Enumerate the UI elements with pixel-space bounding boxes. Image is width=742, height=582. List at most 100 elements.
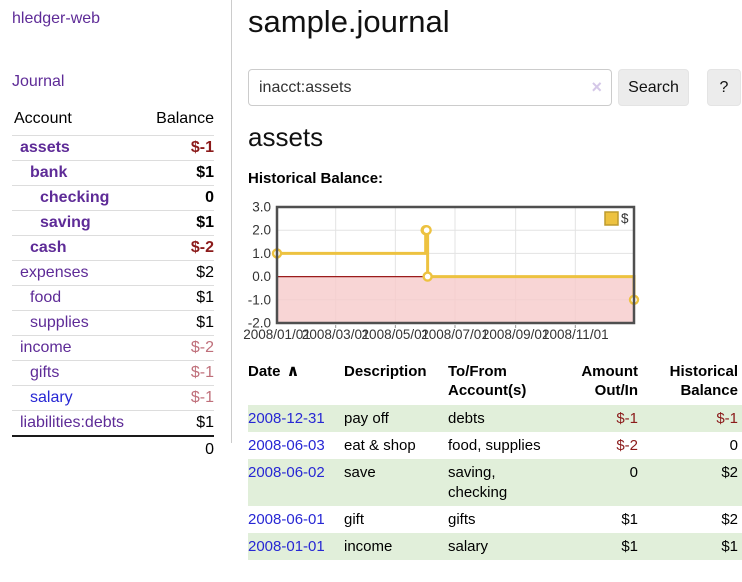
svg-text:2008/05/01: 2008/05/01 — [362, 327, 430, 342]
accounts-cell: salary — [448, 533, 560, 560]
account-column-header: Account — [14, 110, 72, 127]
account-link-salary[interactable]: salary — [30, 389, 73, 406]
balance-cell: $1 — [642, 533, 742, 560]
historical-balance-chart[interactable]: 3.0 2.0 1.0 0.0 -1.0 -2.0 2008/01/01 2008/03/01… — [240, 198, 642, 350]
balance-cell: 0 — [729, 437, 738, 454]
account-row: assets $-1 — [12, 135, 214, 160]
svg-text:-2.0: -2.0 — [248, 316, 271, 331]
main-content: sample.journal × Search ? assets Histori… — [243, 0, 742, 582]
description-cell: pay off — [344, 405, 448, 432]
balance-column-header: Historical Balance — [669, 363, 738, 399]
accounts-table: Account Balance assets $-1 bank $1 checking 0… — [12, 108, 214, 459]
account-row: bank $1 — [12, 160, 214, 185]
register-date-link[interactable]: 2008-12-31 — [248, 410, 325, 427]
balance-cell: $2 — [721, 511, 738, 528]
chart-title: Historical Balance: — [248, 170, 384, 187]
amount-cell: 0 — [560, 459, 642, 506]
account-link-food[interactable]: food — [30, 289, 62, 306]
account-row: income $-2 — [12, 335, 214, 360]
date-cell: 2008-12-31 — [248, 405, 344, 432]
account-link-checking[interactable]: checking — [40, 189, 110, 206]
svg-text:2008/01/01: 2008/01/01 — [243, 327, 311, 342]
search-input[interactable] — [248, 69, 612, 106]
description-cell: save — [344, 459, 448, 506]
accounts-cell: food, supplies — [448, 437, 541, 454]
balance-cell: $-1 — [642, 405, 742, 432]
register-date-link[interactable]: 2008-06-01 — [248, 511, 325, 528]
accounts-total-row: 0 — [12, 435, 214, 459]
amount-cell: $-1 — [560, 405, 642, 432]
account-link-bank[interactable]: bank — [30, 164, 68, 181]
svg-text:1.0: 1.0 — [252, 246, 271, 261]
svg-text:-1.0: -1.0 — [248, 292, 271, 307]
account-balance: $-2 — [190, 239, 214, 256]
account-balance: $1 — [196, 164, 214, 181]
svg-text:2008/09/01: 2008/09/01 — [482, 327, 550, 342]
account-link-saving[interactable]: saving — [40, 214, 91, 231]
svg-text:2008/03/01: 2008/03/01 — [302, 327, 370, 342]
account-row: gifts $-1 — [12, 360, 214, 385]
date-cell: 2008-06-01 — [248, 506, 344, 533]
amount-cell: $1 — [560, 533, 642, 560]
svg-text:2.0: 2.0 — [252, 223, 271, 238]
register-row: 2008-12-31 pay off debts $-1 $-1 — [248, 405, 742, 432]
account-balance: 0 — [205, 189, 214, 206]
account-balance: $1 — [196, 314, 214, 331]
svg-text:2008/07/01: 2008/07/01 — [421, 327, 489, 342]
page-title: sample.journal — [248, 4, 450, 39]
app-title-link[interactable]: hledger-web — [12, 10, 101, 27]
accounts-cell: debts — [448, 405, 560, 432]
accounts-table-header: Account Balance — [12, 108, 214, 135]
balance-cell: $2 — [642, 459, 742, 506]
amount-cell: $1 — [621, 511, 638, 528]
account-row: expenses $2 — [12, 260, 214, 285]
sidebar: hledger-web Journal Account Balance asse… — [0, 0, 232, 458]
account-balance: $1 — [196, 289, 214, 306]
date-column-header[interactable]: Date ∧ — [248, 362, 344, 405]
svg-text:0.0: 0.0 — [252, 269, 271, 284]
sidebar-item-journal[interactable]: Journal — [12, 73, 65, 90]
account-balance: $-1 — [190, 389, 214, 406]
account-link-supplies[interactable]: supplies — [30, 314, 89, 331]
account-link-expenses[interactable]: expenses — [20, 264, 89, 281]
date-header-label: Date — [248, 363, 281, 380]
clear-search-icon[interactable]: × — [591, 77, 602, 97]
accounts-cell: saving, checking — [448, 459, 560, 506]
account-link-income[interactable]: income — [20, 339, 72, 356]
sort-asc-icon: ∧ — [286, 363, 300, 380]
search-button[interactable]: Search — [618, 69, 689, 106]
account-row: salary $-1 — [12, 385, 214, 410]
date-cell: 2008-06-02 — [248, 459, 344, 506]
date-cell: 2008-06-03 — [248, 432, 344, 459]
help-button[interactable]: ? — [707, 69, 741, 106]
register-date-link[interactable]: 2008-06-02 — [248, 464, 325, 481]
account-balance: $1 — [196, 214, 214, 231]
register-row: 2008-06-02 save saving, checking 0 $2 — [248, 459, 742, 506]
account-heading: assets — [248, 122, 324, 152]
account-row: saving $1 — [12, 210, 214, 235]
account-row: liabilities:debts $1 — [12, 410, 214, 435]
account-link-gifts[interactable]: gifts — [30, 364, 60, 381]
balance-chart-svg: 3.0 2.0 1.0 0.0 -1.0 -2.02008/01/012008/03/01… — [243, 200, 640, 342]
account-link-assets[interactable]: assets — [20, 139, 70, 156]
account-link-cash[interactable]: cash — [30, 239, 67, 256]
register-date-link[interactable]: 2008-06-03 — [248, 437, 325, 454]
register-row: 2008-06-03 eat & shop food, supplies $-2 0 — [248, 432, 742, 459]
svg-text:3.0: 3.0 — [252, 200, 271, 215]
description-column-header: Description — [344, 363, 427, 380]
account-link-liabilities-debts[interactable]: liabilities:debts — [20, 414, 125, 431]
balance-column-header: Balance — [156, 110, 214, 127]
account-balance: $1 — [196, 414, 214, 431]
svg-text:2008/11/01: 2008/11/01 — [542, 327, 609, 342]
register-row: 2008-06-01 gift gifts $1 $2 — [248, 506, 742, 533]
amount-column-header: Amount Out/In — [581, 363, 638, 399]
account-row: supplies $1 — [12, 310, 214, 335]
description-cell: eat & shop — [344, 437, 416, 454]
date-cell: 2008-01-01 — [248, 533, 344, 560]
accounts-column-header: To/From Account(s) — [448, 363, 527, 399]
register-date-link[interactable]: 2008-01-01 — [248, 538, 325, 555]
register-header-row: Date ∧ Description To/From Account(s) Amo… — [248, 362, 742, 405]
account-balance: $-2 — [190, 339, 214, 356]
description-cell: gift — [344, 511, 365, 528]
register-table: Date ∧ Description To/From Account(s) Amo… — [248, 362, 742, 560]
